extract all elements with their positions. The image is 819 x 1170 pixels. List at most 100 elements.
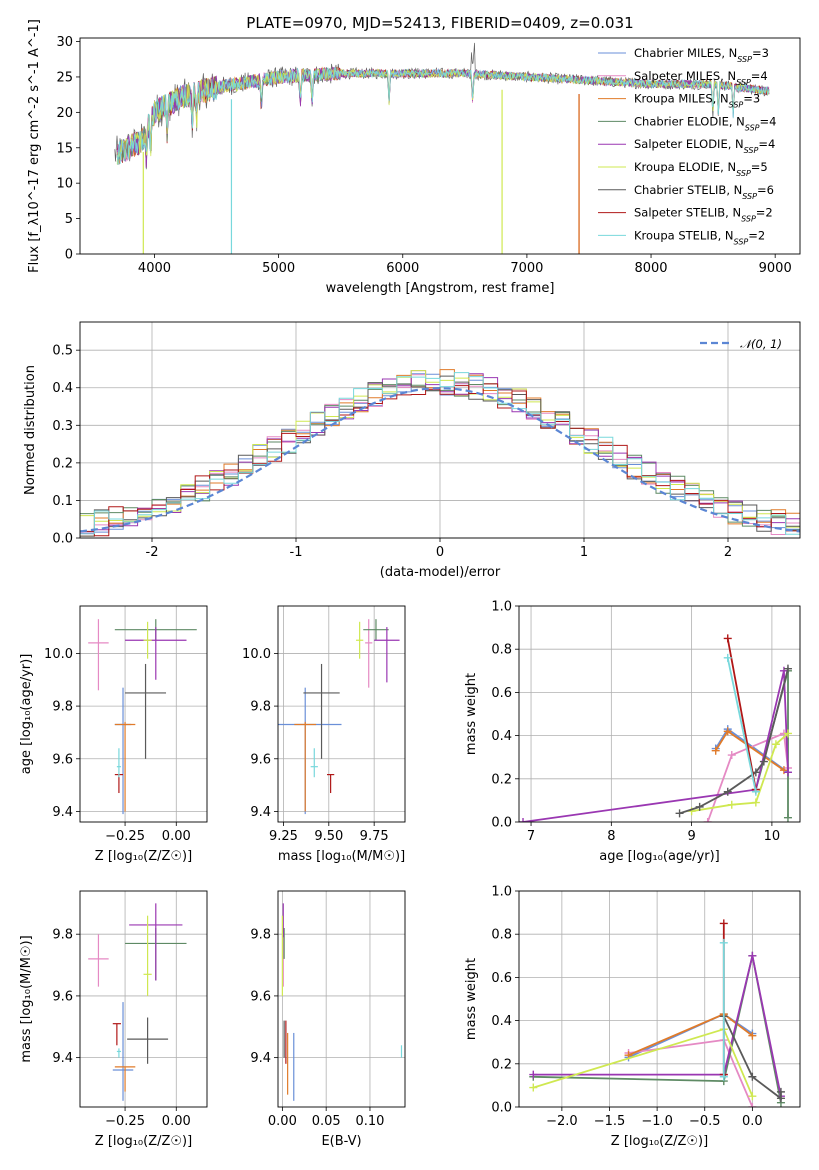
axes: −2.0 −1.5 −1.0 −0.5 0.0 0.0 0.2 0.4 0.6 0.8 1.0 Z […: [464, 885, 801, 1149]
plot-area: [281, 903, 403, 1101]
y-tick-label: 5: [65, 212, 73, 227]
weight-point-marker: [779, 766, 788, 775]
x-tick-label: 0.0: [742, 1114, 763, 1129]
legend-entry: Chabrier ELODIE, NSSP=4: [634, 114, 776, 131]
legend-text: =3: [743, 92, 760, 106]
x-tick-label: 9.50: [314, 829, 343, 844]
y-tick-label: 0.0: [491, 816, 512, 831]
y-tick-label: 9.6: [52, 989, 73, 1004]
y-axis-label: Normed distribution: [23, 365, 38, 495]
weight-series-line: [533, 955, 782, 1097]
y-tick-label: 0.2: [491, 1057, 512, 1072]
x-tick-label: 8000: [634, 261, 667, 276]
weight-point-marker: [751, 798, 760, 807]
y-tick-label: 10.0: [242, 647, 271, 662]
y-tick-label: 0.5: [52, 344, 73, 359]
legend-text: Kroupa MILES, N: [634, 92, 729, 106]
weight-vs-metallicity-panel: −2.0 −1.5 −1.0 −0.5 0.0 0.0 0.2 0.4 0.6 0.8 1.0 Z […: [464, 885, 801, 1149]
weight-point-marker: [771, 740, 780, 749]
spectrum-line: [116, 67, 770, 165]
legend-subscript: SSP: [742, 191, 757, 200]
y-tick-label: 9.6: [250, 752, 271, 767]
weight-point-marker: [719, 919, 728, 928]
weight-series-line: [726, 638, 757, 790]
x-axis-label: Z [log₁₀(Z/Z☉)]: [95, 1134, 192, 1149]
legend-text: Salpeter STELIB, N: [634, 206, 741, 220]
plot-area: [278, 619, 400, 815]
y-tick-label: 9.6: [52, 752, 73, 767]
plot-area: [88, 903, 187, 1101]
age-vs-mass-panel: 9.25 9.50 9.75 9.4 9.6 9.8 10.0 mass [log₁₀(M/M…: [242, 605, 406, 864]
weight-point-marker: [751, 787, 760, 796]
spectrum-title: PLATE=0970, MJD=52413, FIBERID=0409, z=0…: [246, 14, 633, 32]
y-tick-label: 0: [65, 248, 73, 263]
y-tick-label: 0.6: [491, 686, 512, 701]
x-tick-label: 2: [724, 545, 732, 560]
weight-point-marker: [783, 813, 792, 822]
x-tick-label: 0.00: [268, 1114, 297, 1129]
plot-area: [114, 42, 770, 254]
weight-series-line: [706, 732, 789, 822]
weight-point-marker: [703, 818, 712, 822]
x-tick-label: 10: [764, 829, 781, 844]
axes-frame: [79, 605, 208, 823]
grid: [278, 606, 405, 822]
y-tick-label: 15: [56, 141, 73, 156]
y-tick-label: 10: [56, 177, 73, 192]
y-tick-label: 0.0: [491, 1101, 512, 1116]
axes: −0.25 0.00 9.4 9.6 9.8 Z [log₁₀(Z/Z☉)] mass [l…: [19, 890, 208, 1149]
axes-frame: [277, 890, 406, 1108]
weight-series-line: [533, 1028, 754, 1097]
axes-frame: [79, 37, 801, 255]
y-tick-label: 0.8: [491, 643, 512, 658]
y-tick-label: 0.8: [491, 928, 512, 943]
weight-point-marker: [719, 1072, 728, 1081]
y-tick-label: 0.2: [52, 456, 73, 471]
weight-point-marker: [529, 1083, 538, 1092]
normal-curve: [80, 386, 800, 533]
legend-subscript: SSP: [744, 146, 759, 155]
y-tick-label: 20: [56, 106, 73, 121]
weight-point-marker: [748, 1103, 757, 1107]
legend-subscript: SSP: [736, 169, 751, 178]
y-tick-label: 9.4: [52, 1051, 73, 1066]
x-tick-label: 9: [687, 829, 695, 844]
y-tick-label: 0.1: [52, 494, 73, 509]
x-tick-label: 0.10: [355, 1114, 384, 1129]
x-tick-label: −1.0: [641, 1114, 673, 1129]
legend-text: Salpeter ELODIE, N: [634, 137, 744, 151]
x-tick-label: 9.75: [360, 829, 389, 844]
y-axis-label: mass weight: [464, 958, 479, 1040]
axes: −0.25 0.00 9.4 9.6 9.8 10.0 Z [log₁₀(Z/Z☉)] age…: [19, 605, 208, 864]
y-tick-label: 30: [56, 35, 73, 50]
y-axis-label: Flux [f_λ10^-17 erg cm^-2 s^-1 A^-1]: [27, 19, 42, 273]
x-tick-label: −0.25: [105, 829, 145, 844]
legend-subscript: SSP: [729, 100, 744, 109]
weight-series-line: [628, 1039, 754, 1107]
legend-subscript: SSP: [745, 123, 760, 132]
x-tick-label: 1: [580, 545, 588, 560]
x-tick-label: 0.00: [162, 829, 191, 844]
y-tick-label: 9.6: [250, 989, 271, 1004]
weight-point-marker: [711, 746, 720, 755]
mass-vs-ebv-panel: 0.00 0.05 0.10 9.4 9.6 9.8 E(B-V): [250, 890, 406, 1149]
legend-text: =6: [757, 183, 774, 197]
x-tick-label: −1.5: [594, 1114, 626, 1129]
legend-text: =2: [748, 228, 765, 242]
legend-text: Kroupa ELODIE, N: [634, 160, 736, 174]
legend-text: Kroupa STELIB, N: [634, 228, 734, 242]
y-tick-label: 0.4: [491, 1014, 512, 1029]
legend-text: =4: [760, 114, 777, 128]
weight-point-marker: [776, 1087, 785, 1096]
legend-text: =4: [751, 69, 768, 83]
weight-point-marker: [748, 1092, 757, 1101]
axes: 4000 5000 6000 7000 8000 9000 0 5 10 15 20 25 30 wave…: [27, 19, 801, 296]
weight-vs-age-panel: 7 8 9 10 0.0 0.2 0.4 0.6 0.8 1.0 age [log₁₀(age/yr…: [464, 600, 801, 864]
grid: [80, 606, 207, 822]
weight-point-marker: [723, 727, 732, 736]
x-tick-label: 0: [436, 545, 444, 560]
mass-vs-metallicity-panel: −0.25 0.00 9.4 9.6 9.8 Z [log₁₀(Z/Z☉)] mass [l…: [19, 890, 208, 1149]
weight-point-marker: [748, 951, 757, 960]
plot-area: [529, 919, 785, 1107]
legend-text: =5: [751, 160, 768, 174]
